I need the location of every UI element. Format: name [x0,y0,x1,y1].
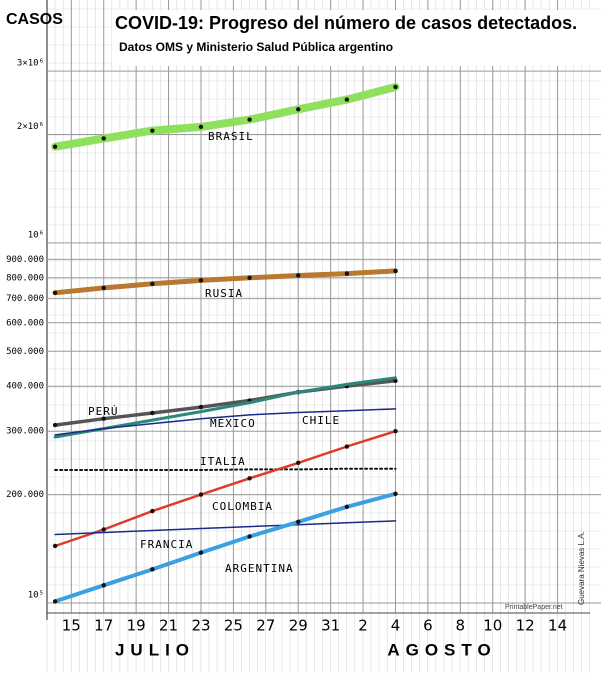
data-point [296,460,301,466]
y-tick-label: 400.000 [6,382,44,392]
credit: PrintablePaper.net [505,604,563,611]
data-point [247,117,252,122]
series-label: BRASIL [208,130,254,143]
series-label: ARGENTINA [225,562,294,575]
data-point [247,534,252,539]
y-tick-label: 500.000 [6,347,44,357]
title-box [112,10,601,66]
series-label: FRANCIA [140,538,193,551]
y-tick-label: 300.000 [6,427,44,437]
data-point [344,271,350,276]
data-point [150,128,155,133]
data-point [247,275,252,280]
data-point [296,519,301,525]
y-tick-label: 800.000 [6,273,44,283]
data-point [296,273,301,278]
data-point [344,504,350,509]
data-point [150,508,155,514]
x-tick-label: 29 [289,617,308,635]
x-tick-label: 10 [483,617,502,635]
data-point [393,378,398,384]
data-point [150,281,155,286]
series-label: RUSIA [205,287,243,300]
x-tick-label: 21 [159,617,178,635]
data-point [52,599,58,604]
month-label: JULIO [115,640,195,659]
y-tick-label: 700.000 [6,294,44,304]
y-tick-label: 900.000 [6,255,44,265]
data-point [198,550,204,555]
y-tick-label: 10⁶ [28,230,44,240]
y-axis-label: CASOS [6,11,63,28]
data-point [393,268,398,274]
x-tick-label: 23 [191,617,210,635]
series-label: CHILE [302,414,340,427]
series-line [53,379,398,427]
series-line [51,83,400,151]
plot: BRASIL RUSIA PERÚ MÉXICO CHILE ITALIA COLOMBIA… [51,83,400,604]
title-text: COVID-19: Progreso del número de casos d… [115,12,600,58]
data-point [198,404,204,410]
x-tick-label: 6 [423,617,433,635]
x-tick-label: 15 [62,617,81,635]
data-point [393,491,398,497]
x-tick-label: 2 [358,617,368,635]
x-tick-label: 4 [391,617,401,635]
x-tick-label: 17 [94,617,113,635]
data-point [344,97,350,102]
x-tick-label: 19 [127,617,146,635]
data-point [101,583,106,588]
y-tick-label: 10⁵ [28,591,44,601]
data-point [150,410,155,416]
data-point [52,290,58,295]
data-point [52,422,58,428]
series-line [53,491,398,604]
data-point [198,492,204,497]
data-point [296,107,301,112]
data-point [393,84,398,90]
y-tick-label: 2×10⁶ [17,122,44,132]
data-point [101,527,106,532]
data-point [198,124,204,130]
data-point [101,285,106,291]
data-point [247,476,252,481]
series-label: ITALIA [200,455,246,468]
chart-subtitle: Datos OMS y Ministerio Salud Pública arg… [119,40,394,54]
data-point [101,416,106,421]
data-point [198,278,204,283]
series-line [54,408,397,436]
series-label: PERÚ [88,405,119,418]
signature: Guevara Nievas L.A. [577,531,586,605]
series-label: MÉXICO [210,417,256,430]
x-tick-label: 25 [224,617,243,635]
series-line [53,429,397,548]
x-tick-label: 27 [256,617,275,635]
x-tick-label: 8 [456,617,466,635]
series-line [54,520,397,536]
chart-title: COVID-19: Progreso del número de casos d… [115,13,578,33]
month-label: AGOSTO [387,640,496,659]
x-tick-label: 31 [321,617,340,635]
data-point [52,144,58,149]
y-tick-label: 600.000 [6,318,44,328]
y-tick-label: 3×10⁶ [17,59,44,69]
data-point [393,428,398,434]
data-point [344,444,350,449]
grid: 10⁵ 200.000 300.000 400.000 500.000 600.000 70… [6,0,601,673]
series-line [52,268,398,296]
series-line [54,467,397,471]
x-tick-label: 12 [516,617,535,635]
series-label: COLOMBIA [212,500,273,513]
data-point [101,136,106,141]
y-tick-label: 200.000 [6,490,44,500]
x-tick-label: 14 [548,617,567,635]
data-point [150,567,155,572]
data-point [52,543,58,549]
title-block: COVID-19: Progreso del número de casos d… [115,12,600,58]
